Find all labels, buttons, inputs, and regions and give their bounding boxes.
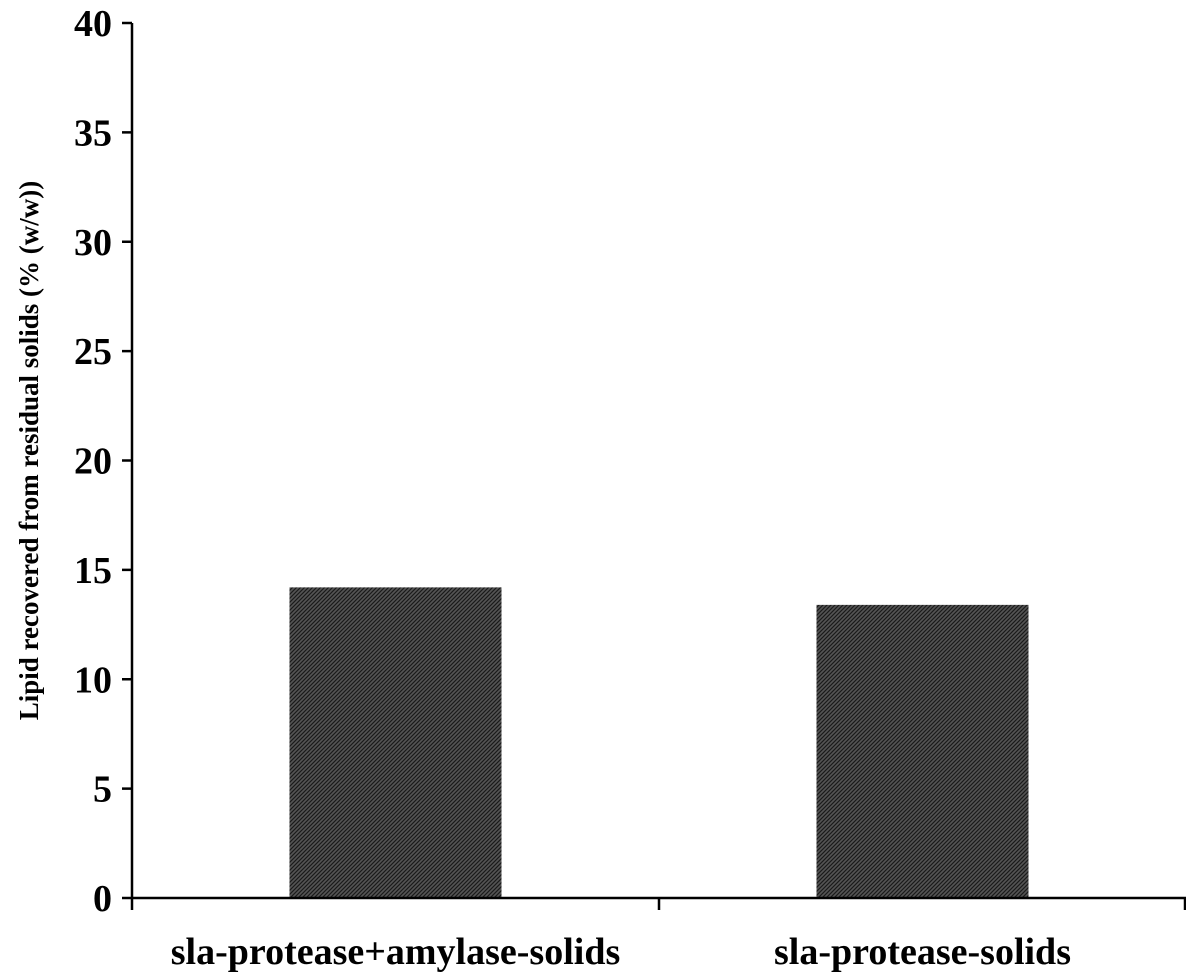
x-category-label: sla-protease-solids — [774, 931, 1071, 973]
y-ticks-layer: 0 5 10 15 20 25 30 35 40 — [74, 3, 132, 920]
y-tick-label: 30 — [74, 222, 112, 264]
x-category-label: sla-protease+amylase-solids — [171, 931, 621, 973]
y-tick-label: 25 — [74, 331, 112, 373]
y-tick-label: 40 — [74, 3, 112, 45]
y-axis-title: Lipid recovered from residual solids (% … — [14, 181, 44, 721]
y-tick-label: 0 — [93, 878, 112, 920]
y-tick-label: 15 — [74, 550, 112, 592]
y-tick-label: 5 — [93, 769, 112, 811]
y-tick-label: 10 — [74, 659, 112, 701]
y-tick-label: 20 — [74, 441, 112, 483]
bar-2 — [816, 604, 1029, 898]
x-ticks-layer: sla-protease+amylase-solids sla-protease-… — [130, 898, 1186, 973]
y-tick-label: 35 — [74, 112, 112, 154]
bars-layer — [289, 587, 1029, 898]
bar-1 — [289, 587, 502, 898]
